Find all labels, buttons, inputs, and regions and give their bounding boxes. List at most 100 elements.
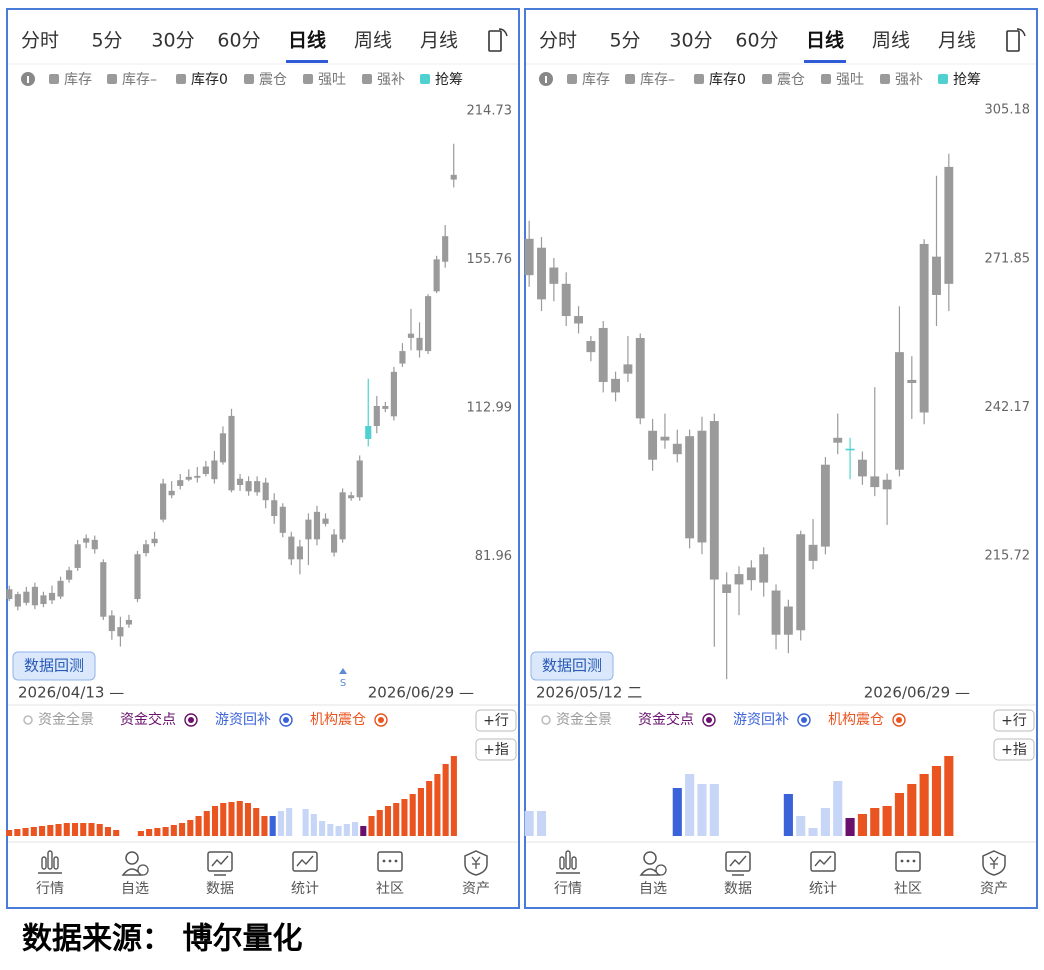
signal-label: S xyxy=(340,678,346,689)
tab[interactable]: 分时 xyxy=(21,30,59,52)
candle-body xyxy=(185,476,192,480)
candle-body xyxy=(561,283,571,317)
candle-body xyxy=(48,592,56,601)
indicator-label[interactable]: 资金交点 xyxy=(638,711,694,728)
tab[interactable]: 分时 xyxy=(539,30,577,52)
tab[interactable]: 30分 xyxy=(669,30,712,52)
nav-label[interactable]: 资产 xyxy=(980,881,1008,897)
indicator-toggle[interactable] xyxy=(184,713,198,727)
bar xyxy=(384,806,392,836)
candle-body xyxy=(722,584,732,593)
backtest-button[interactable] xyxy=(12,651,96,681)
backtest-button[interactable] xyxy=(530,651,614,681)
bar xyxy=(796,816,806,836)
tab[interactable]: 60分 xyxy=(735,30,778,52)
nav-icon xyxy=(810,851,836,872)
nav-label[interactable]: 统计 xyxy=(291,881,319,897)
indicator-toggle[interactable] xyxy=(279,713,293,727)
bar xyxy=(6,830,13,836)
tab[interactable]: 60分 xyxy=(217,30,260,52)
rotate-icon[interactable] xyxy=(1006,30,1020,52)
candle-body xyxy=(907,379,917,384)
bar xyxy=(857,814,867,836)
tab[interactable]: 月线 xyxy=(420,30,458,52)
indicator-label[interactable]: 资金全景 xyxy=(556,711,612,728)
nav-label[interactable]: 社区 xyxy=(894,881,922,897)
bar xyxy=(195,816,202,836)
tab[interactable]: 30分 xyxy=(151,30,194,52)
candle-body xyxy=(648,430,658,460)
bar xyxy=(220,803,227,836)
indicator-toggle-dot xyxy=(283,717,289,723)
legend-label: 震仓 xyxy=(259,72,287,88)
add-button[interactable] xyxy=(993,738,1035,761)
bar xyxy=(137,831,144,836)
tab[interactable]: 周线 xyxy=(354,30,392,52)
legend-label: 库存 xyxy=(64,72,92,88)
indicator-toggle[interactable] xyxy=(374,713,388,727)
indicator-label[interactable]: 游资回补 xyxy=(215,712,271,728)
nav-icon xyxy=(643,851,657,865)
nav-label[interactable]: 社区 xyxy=(376,881,404,897)
bar xyxy=(30,827,37,836)
bar xyxy=(820,808,830,836)
legend-swatch xyxy=(821,74,831,84)
tab[interactable]: 日线 xyxy=(806,29,844,52)
candle-body xyxy=(142,544,150,554)
nav-label[interactable]: 行情 xyxy=(36,881,64,897)
indicator-label[interactable]: 游资回补 xyxy=(733,712,789,728)
tab[interactable]: 5分 xyxy=(91,30,122,52)
nav-icon xyxy=(814,855,832,867)
nav-label[interactable]: 统计 xyxy=(809,881,837,897)
tab[interactable]: 月线 xyxy=(938,30,976,52)
add-button[interactable] xyxy=(993,709,1035,732)
add-button[interactable] xyxy=(475,738,517,761)
nav-label[interactable]: 行情 xyxy=(554,881,582,897)
candle-body xyxy=(330,534,338,553)
bar xyxy=(524,811,534,836)
panel-border xyxy=(524,8,1038,909)
bar xyxy=(919,774,929,836)
candle-body xyxy=(549,267,559,284)
add-button[interactable] xyxy=(475,709,517,732)
bar xyxy=(376,810,383,836)
nav-icon xyxy=(725,851,751,872)
nav-icon xyxy=(125,851,139,865)
legend-swatch xyxy=(303,74,313,84)
bar xyxy=(162,827,169,836)
rotate-icon[interactable] xyxy=(488,30,502,52)
indicator-label[interactable]: 机构震仓 xyxy=(828,712,884,728)
candle-body xyxy=(870,476,880,488)
indicator-label[interactable]: 资金交点 xyxy=(120,711,176,728)
nav-label[interactable]: 资产 xyxy=(462,881,490,897)
nav-label[interactable]: 自选 xyxy=(121,881,149,897)
nav-label[interactable]: 数据 xyxy=(206,881,234,897)
tab[interactable]: 周线 xyxy=(872,30,910,52)
indicator-toggle[interactable] xyxy=(797,713,811,727)
candle-body xyxy=(168,490,175,496)
candle-body xyxy=(944,166,954,284)
indicator-toggle[interactable] xyxy=(702,713,716,727)
candle-body xyxy=(586,341,596,353)
nav-label[interactable]: 数据 xyxy=(724,881,752,897)
legend-swatch xyxy=(762,74,772,84)
y-tick-label: 81.96 xyxy=(475,549,512,564)
candle-body xyxy=(74,544,81,568)
indicator-toggle[interactable] xyxy=(892,713,906,727)
indicator-label[interactable]: 机构震仓 xyxy=(310,712,366,728)
bar xyxy=(434,774,441,836)
tab[interactable]: 5分 xyxy=(609,30,640,52)
nav-icon xyxy=(388,859,392,863)
bar xyxy=(417,788,424,836)
tab[interactable]: 日线 xyxy=(288,29,326,52)
bar xyxy=(63,823,70,836)
candle-body xyxy=(91,539,98,550)
indicator-icon xyxy=(541,715,551,725)
bar xyxy=(808,828,818,836)
nav-label[interactable]: 自选 xyxy=(639,881,667,897)
bar xyxy=(113,830,120,836)
candle-body xyxy=(262,482,269,501)
legend-swatch xyxy=(49,74,59,84)
indicator-label[interactable]: 资金全景 xyxy=(38,711,94,728)
